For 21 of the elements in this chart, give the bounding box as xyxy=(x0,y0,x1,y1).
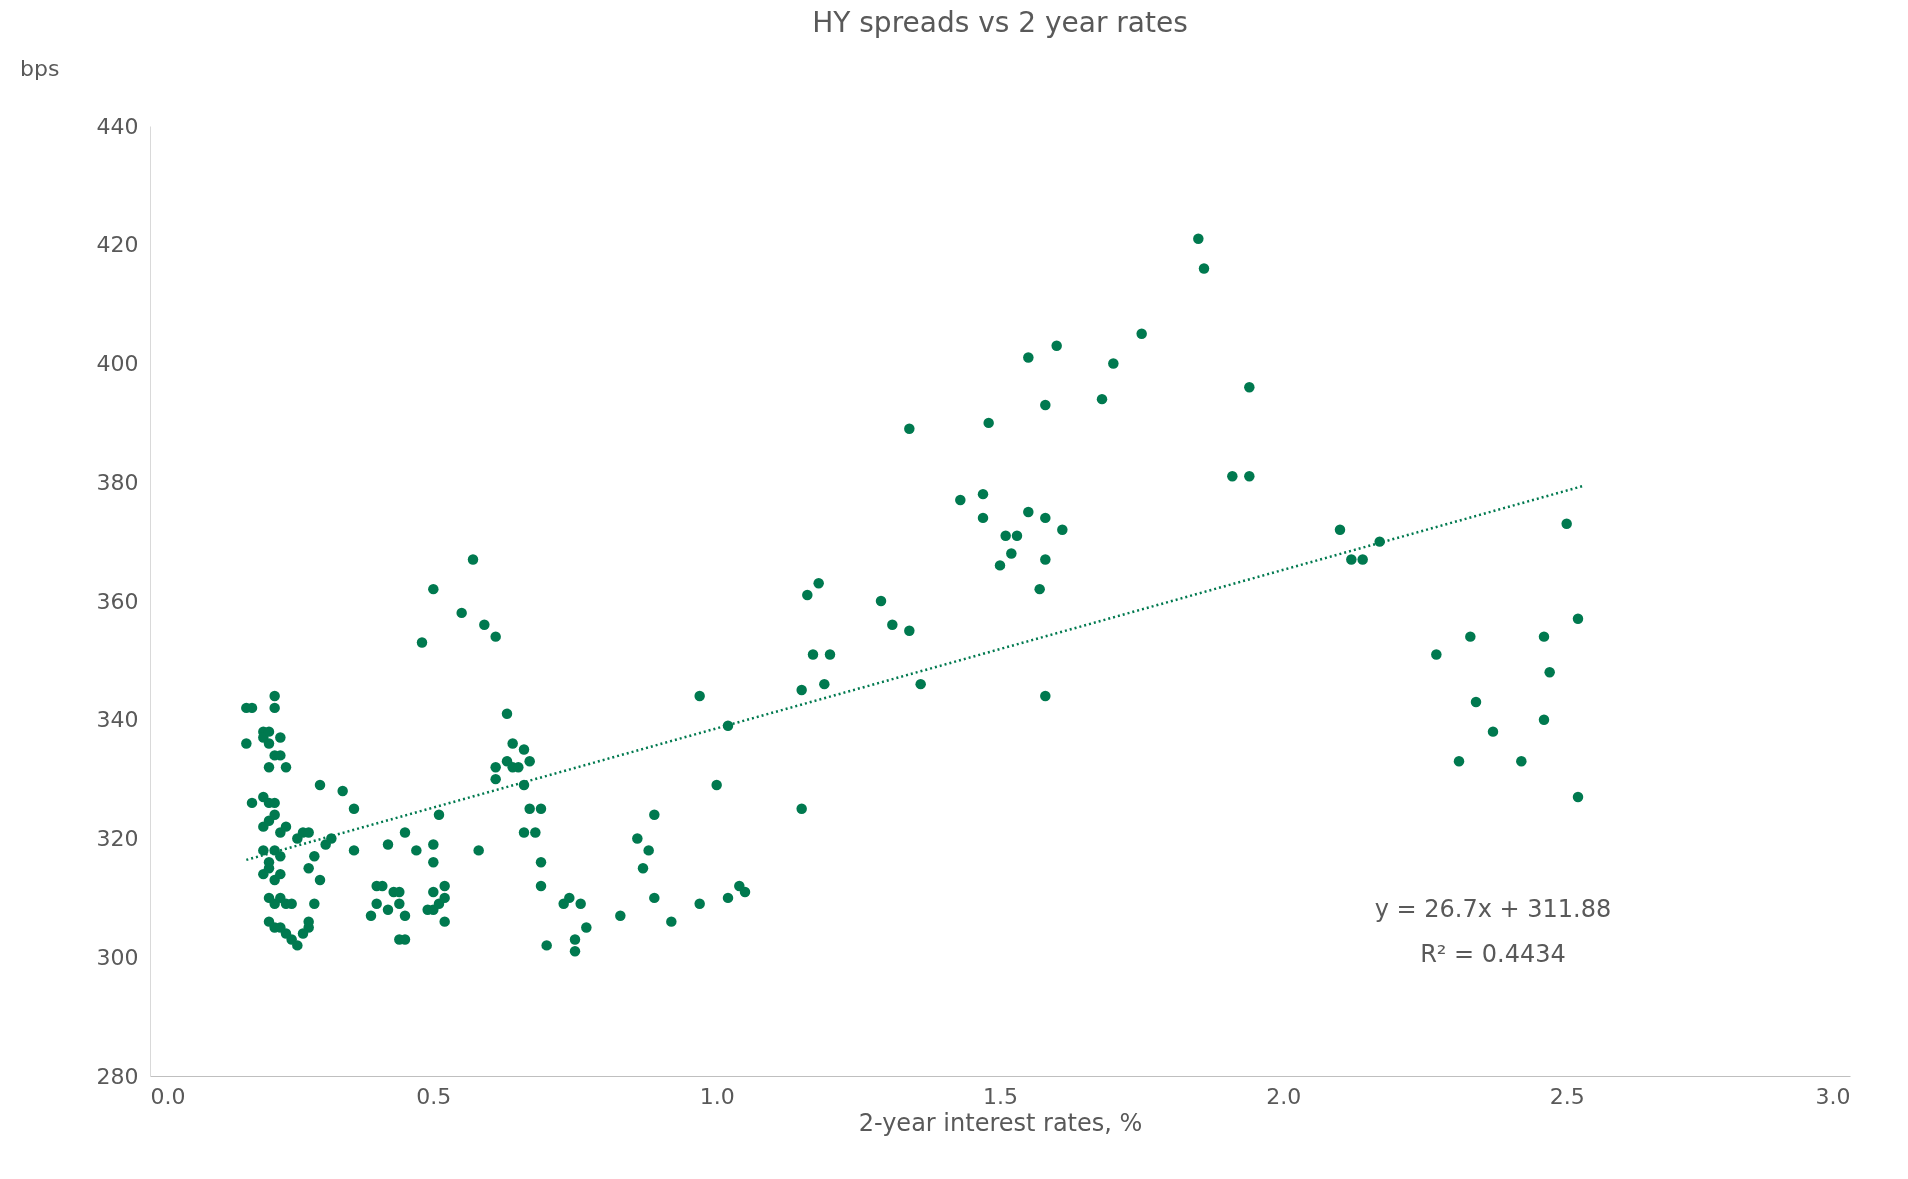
x-tick-label: 2.0 xyxy=(1266,1083,1302,1109)
y-tick-label: 440 xyxy=(96,113,139,139)
x-tick-label: 2.5 xyxy=(1549,1083,1585,1109)
y-tick-label: 340 xyxy=(96,707,139,733)
y-tick-label: 300 xyxy=(96,944,139,970)
x-tick-label: 1.5 xyxy=(983,1083,1018,1109)
x-tick-label: 0.5 xyxy=(416,1083,452,1109)
y-tick-label: 420 xyxy=(96,232,139,258)
annotation: y = 26.7x + 311.88 xyxy=(1374,894,1612,923)
y-axis-title: bps xyxy=(20,56,60,81)
y-tick-label: 380 xyxy=(96,469,139,495)
x-axis-title: 2-year interest rates, % xyxy=(858,1108,1143,1137)
y-tick-label: 320 xyxy=(96,826,139,851)
x-tick-label: 1.0 xyxy=(699,1083,735,1109)
annotation: R² = 0.4434 xyxy=(1420,939,1566,968)
y-tick-label: 400 xyxy=(96,351,139,376)
x-tick-label: 3.0 xyxy=(1815,1083,1851,1109)
y-tick-label: 280 xyxy=(96,1063,139,1089)
y-tick-label: 360 xyxy=(96,588,139,614)
x-tick-label: 0.0 xyxy=(150,1083,186,1109)
chart-title: HY spreads vs 2 year rates xyxy=(812,6,1188,39)
